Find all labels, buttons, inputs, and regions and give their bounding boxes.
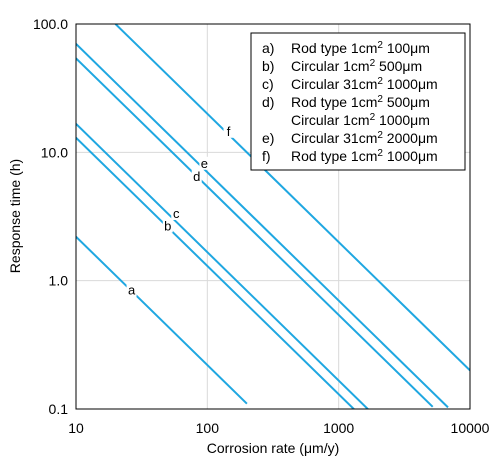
legend-entry: Rod type 1cm2 1000μm (291, 148, 438, 164)
series-tag-bg (223, 124, 234, 138)
legend-entry: Circular 31cm2 2000μm (291, 130, 438, 146)
legend-letter: b) (262, 58, 274, 74)
legend-entry-thickness: 500μm (383, 94, 430, 110)
series-line-d (76, 57, 434, 408)
series-line-c (76, 123, 370, 409)
legend-entry: Circular 1cm2 1000μm (291, 112, 430, 128)
legend-letter: f) (262, 148, 271, 164)
x-axis-title: Corrosion rate (μm/y) (207, 440, 340, 456)
series-tag-bg (191, 170, 202, 184)
series-tag-f: f (227, 124, 231, 139)
legend-entry-thickness: 2000μm (383, 130, 438, 146)
series-tag-e: e (201, 156, 208, 171)
series-lines (76, 24, 470, 409)
legend-entry-thickness: 500μm (375, 58, 422, 74)
legend-letter: c) (262, 76, 274, 92)
y-tick-label: 10.0 (41, 144, 68, 160)
legend-entry-superscript: 2 (377, 148, 383, 159)
tick-labels: 10 100 1000 10000 0.1 1.0 10.0 100.0 (33, 16, 490, 436)
legend-entry-superscript: 2 (377, 130, 383, 141)
plot-frame (75, 23, 471, 410)
legend-entry-superscript: 2 (377, 76, 383, 87)
legend-entry-name: Rod type 1cm (291, 94, 377, 110)
legend-entry-name: Rod type 1cm (291, 148, 377, 164)
y-tick-label: 1.0 (49, 273, 69, 289)
legend-entry-superscript: 2 (377, 94, 383, 105)
legend-entry-name: Rod type 1cm (291, 40, 377, 56)
series-line-f (114, 24, 470, 372)
series-line-e (76, 43, 449, 409)
legend-entry-thickness: 1000μm (383, 148, 438, 164)
legend-entry: Rod type 1cm2 100μm (291, 40, 430, 56)
legend-entry-superscript: 2 (370, 58, 376, 69)
legend-letter: a) (262, 40, 274, 56)
legend-entry-thickness: 100μm (383, 40, 430, 56)
legend-entry-name: Circular 1cm (291, 58, 370, 74)
legend-entry: Circular 31cm2 1000μm (291, 76, 438, 92)
series-line-a (76, 235, 248, 405)
legend-entry-superscript: 2 (377, 40, 383, 51)
series-tag-c: c (173, 206, 180, 221)
x-tick-label: 10 (68, 420, 84, 436)
series-tag-a: a (128, 283, 136, 298)
legend-entry: Rod type 1cm2 500μm (291, 94, 430, 110)
series-tags: a bc de f (126, 124, 234, 298)
x-tick-label: 100 (196, 420, 220, 436)
y-axis-title: Response time (h) (7, 159, 23, 273)
legend-letter: e) (262, 130, 274, 146)
legend-entry: Circular 1cm2 500μm (291, 58, 422, 74)
legend-entry-name: Circular 31cm (291, 130, 377, 146)
x-tick-label: 1000 (323, 420, 354, 436)
y-tick-label: 100.0 (33, 16, 68, 32)
legend-entry-thickness: 1000μm (383, 76, 438, 92)
legend-entry-thickness: 1000μm (375, 112, 430, 128)
legend-letter: d) (262, 94, 274, 110)
y-tick-label: 0.1 (49, 401, 69, 417)
legend-box (250, 32, 466, 171)
legend-entry-name: Circular 31cm (291, 76, 377, 92)
series-tag-bg (199, 156, 210, 170)
series-tag-d: d (193, 169, 200, 184)
legend-entry-name: Circular 1cm (291, 112, 370, 128)
series-tag-b: b (164, 218, 171, 233)
series-line-b (76, 136, 356, 409)
x-tick-label: 10000 (451, 420, 490, 436)
legend-entry-superscript: 2 (370, 112, 376, 123)
series-tag-bg (171, 206, 182, 220)
series-tag-bg (162, 219, 173, 233)
series-tag-bg (126, 283, 137, 297)
